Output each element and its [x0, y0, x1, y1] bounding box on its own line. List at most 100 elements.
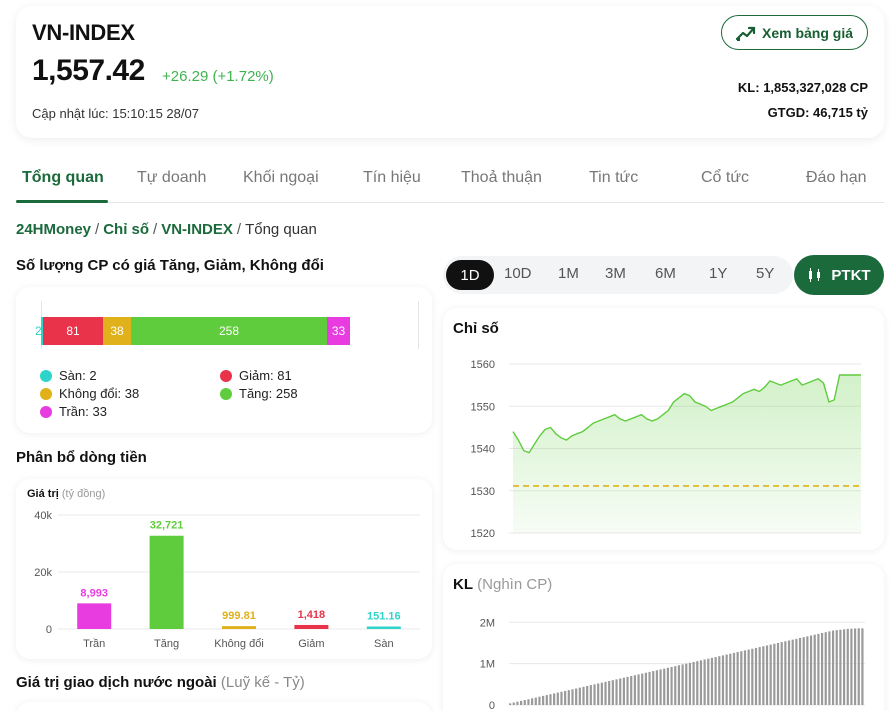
- legend-unchanged: Không đổi: 38: [40, 386, 139, 401]
- volume-bar: [608, 681, 611, 705]
- breadcrumb-vnindex[interactable]: VN-INDEX: [161, 221, 233, 238]
- volume-bar: [527, 699, 530, 705]
- range-1d[interactable]: 1D: [446, 260, 494, 290]
- volume-bar: [534, 697, 537, 705]
- volume-bar: [806, 636, 809, 705]
- y-tick-label: 1530: [471, 486, 495, 498]
- index-change: +26.29 (+1.72%): [162, 68, 274, 85]
- volume-bar: [677, 665, 681, 705]
- volume-chart-unit: (Nghìn CP): [477, 576, 553, 593]
- volume-bar: [531, 698, 534, 705]
- range-1m[interactable]: 1M: [558, 265, 579, 282]
- tab-signals[interactable]: Tín hiệu: [363, 169, 421, 186]
- volume-bar: [652, 671, 655, 705]
- legend-dot-icon: [40, 387, 52, 400]
- volume-bar: [655, 670, 659, 705]
- volume-bar: [644, 672, 647, 705]
- y-tick-label: 1M: [480, 659, 495, 671]
- volume-bar: [710, 657, 714, 705]
- flow-bar: [366, 626, 401, 629]
- view-price-board-button[interactable]: Xem bảng giá: [721, 15, 868, 50]
- range-6m[interactable]: 6M: [655, 265, 676, 282]
- flow-bar: [294, 624, 329, 629]
- volume-bar: [593, 684, 596, 705]
- volume-bar: [813, 634, 816, 705]
- breadcrumb-home[interactable]: 24HMoney: [16, 221, 92, 238]
- volume-bar: [795, 638, 798, 705]
- flow-axis-label: Giá trị: [27, 488, 59, 500]
- volume-bar: [784, 641, 787, 705]
- volume-bar: [809, 635, 813, 705]
- volume-chart-heading: KL (Nghìn CP): [453, 576, 552, 593]
- flow-bar: [77, 603, 112, 629]
- volume-bar: [743, 650, 747, 705]
- volume-bar: [560, 691, 563, 705]
- volume-bar: [615, 679, 618, 705]
- tab-proprietary[interactable]: Tự doanh: [137, 169, 207, 186]
- range-10d[interactable]: 10D: [504, 265, 532, 282]
- breadcrumb-current: Tổng quan: [245, 221, 317, 238]
- index-chart-title: Chỉ số: [453, 320, 499, 337]
- index-chart-card: Chỉ số 1520 1530 1540 1550 1560: [443, 308, 884, 550]
- range-1y[interactable]: 1Y: [709, 265, 728, 282]
- index-line: [512, 374, 861, 454]
- index-header-card: VN-INDEX 1,557.42 +26.29 (+1.72%) Cập nh…: [16, 6, 884, 138]
- volume-bar: [509, 703, 512, 705]
- volume-bar: [839, 629, 842, 705]
- volume-bar: [831, 630, 835, 705]
- tab-foreign[interactable]: Khối ngoại: [243, 169, 319, 186]
- technical-analysis-button[interactable]: PTKT: [794, 255, 884, 295]
- volume-bar: [542, 695, 545, 705]
- breadcrumb-separator: /: [153, 221, 158, 238]
- y-tick-label: 1560: [471, 359, 495, 371]
- volume-bar: [754, 647, 758, 705]
- legend-up: Tăng: 258: [220, 386, 298, 401]
- range-3m[interactable]: 3M: [605, 265, 626, 282]
- y-tick-label: 1550: [471, 401, 495, 413]
- range-5y[interactable]: 5Y: [756, 265, 775, 282]
- y-tick-label: 0: [46, 624, 52, 636]
- volume-bar: [853, 628, 857, 705]
- flow-axis-title: Giá trị (tỷ đồng): [27, 488, 105, 500]
- volume-bar: [718, 656, 721, 705]
- index-area-fill: [513, 375, 861, 533]
- legend-ceiling: Trần: 33: [40, 404, 107, 419]
- legend-dot-icon: [40, 369, 52, 382]
- updated-time: Cập nhật lúc: 15:10:15 28/07: [32, 106, 199, 121]
- breadcrumb-indices[interactable]: Chỉ số: [103, 221, 150, 238]
- breadth-segment-ceiling: 33: [327, 317, 350, 345]
- volume-bar: [520, 700, 523, 705]
- volume-bar: [820, 633, 824, 705]
- tab-overview[interactable]: Tổng quan: [22, 169, 104, 186]
- volume-bar: [589, 685, 592, 705]
- volume-bar: [600, 682, 603, 705]
- volume-bar: [850, 628, 853, 705]
- tab-maturity[interactable]: Đáo hạn: [806, 169, 867, 186]
- volume-bar: [567, 690, 570, 705]
- x-tick-label: Tăng: [154, 638, 179, 650]
- volume-bar: [758, 647, 761, 705]
- volume-bar: [798, 637, 802, 705]
- volume-bar: [611, 680, 614, 705]
- breadcrumb-separator: /: [236, 221, 242, 238]
- tab-dividends[interactable]: Cổ tức: [701, 169, 750, 186]
- breadth-card: 2 81 38 258 33 Sàn: 2 Giảm: 81 Không đổi…: [16, 287, 432, 433]
- legend-dot-icon: [220, 387, 232, 400]
- legend-floor-text: Sàn: 2: [59, 368, 97, 383]
- volume-bar: [703, 659, 706, 705]
- tab-news[interactable]: Tin tức: [589, 169, 639, 186]
- volume-bar: [630, 676, 633, 705]
- breadth-segment-down: 81: [43, 317, 103, 345]
- foreign-card: [16, 702, 432, 711]
- y-tick-label: 2M: [480, 617, 495, 629]
- flow-value-label: 999.81: [222, 610, 256, 622]
- foreign-title-text: Giá trị giao dịch nước ngoài: [16, 674, 217, 691]
- volume-bar: [556, 692, 559, 705]
- tab-negotiated[interactable]: Thoả thuận: [461, 169, 542, 186]
- technical-analysis-label: PTKT: [831, 266, 871, 284]
- y-tick-label: 40k: [34, 510, 52, 522]
- volume-bar: [545, 695, 548, 705]
- volume-bar: [564, 690, 567, 705]
- breadth-title: Số lượng CP có giá Tăng, Giảm, Không đổi: [16, 257, 324, 274]
- volume-bar: [765, 645, 769, 705]
